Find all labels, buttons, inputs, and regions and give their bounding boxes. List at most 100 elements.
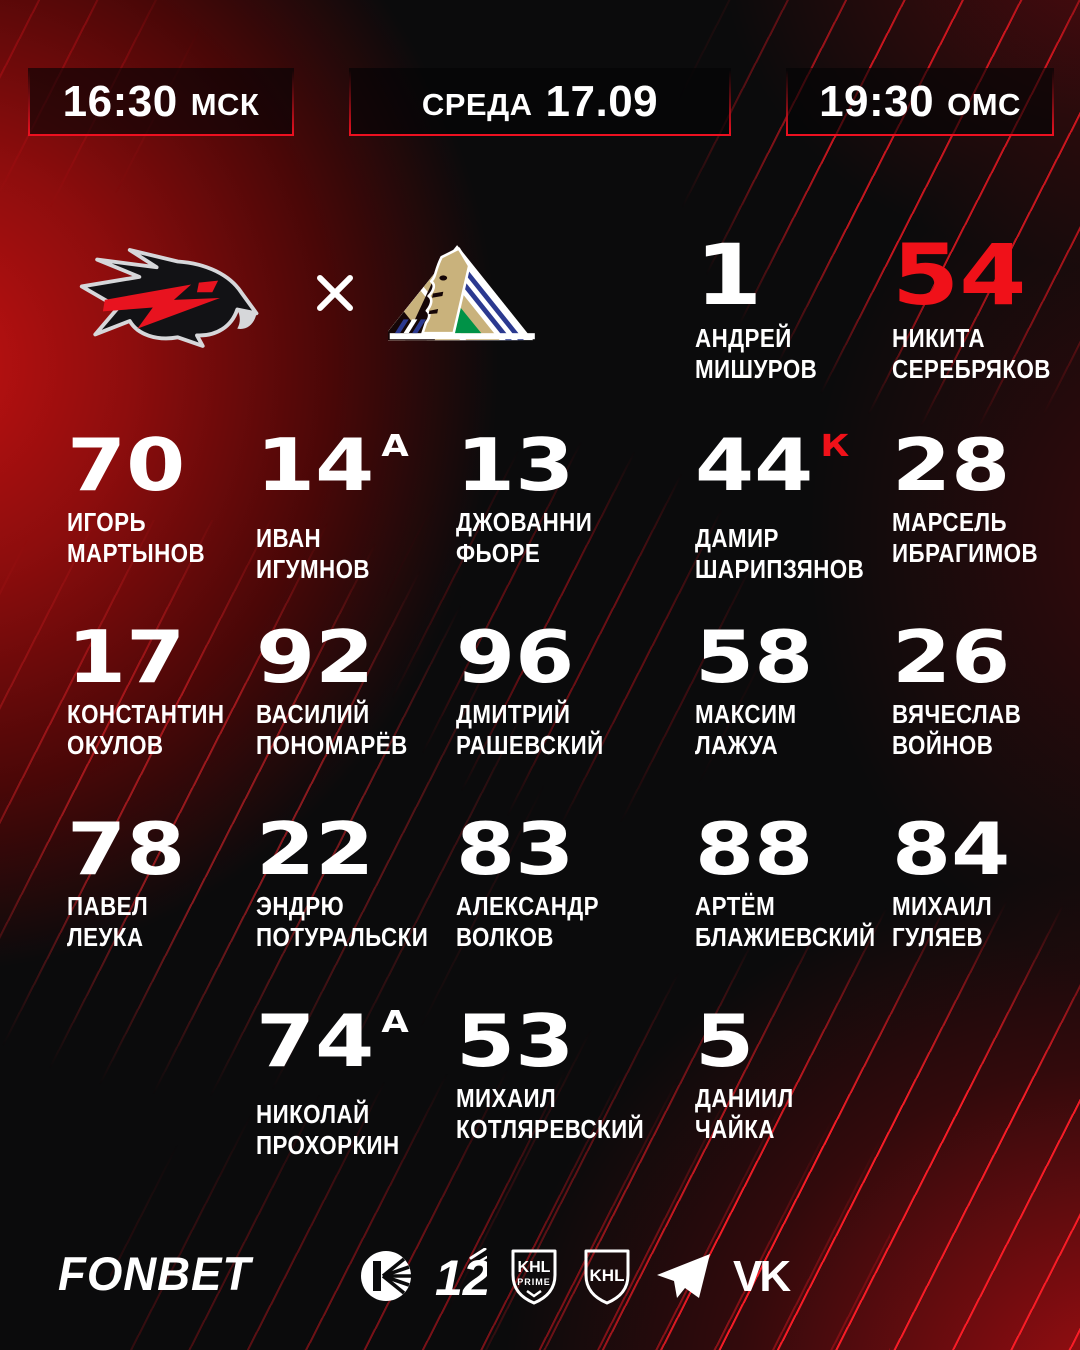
player-name-line: ЛАЖУА [695,730,779,761]
player-name: КОНСТАНТИН ОКУЛОВ [67,699,230,761]
player-name-line: ВЯЧЕСЛАВ [892,699,1022,729]
player-name-line: МАРТЫНОВ [67,538,206,569]
player-card: 58 МАКСИМ ЛАЖУА [695,621,892,813]
player-name-line: АЛЕКСАНДР [456,891,599,921]
msk-time: 16:30 [62,77,178,126]
player-number: 53 [456,999,575,1083]
salavat-yulaev-logo [388,245,535,341]
goalie-card: 54 НИКИТА СЕРЕБРЯКОВ [892,233,1077,385]
khl-tv-icon [361,1251,411,1301]
player-letter-badge: А [381,1005,409,1040]
player-name-line: ЭНДРЮ [256,891,345,921]
player-name-line: ЛЕУКА [67,922,144,953]
player-card: 17 КОНСТАНТИН ОКУЛОВ [67,621,256,813]
player-number: 17 [67,615,186,699]
player-card: 84 МИХАИЛ ГУЛЯЕВ [892,813,1080,1005]
player-name: НИКИТА СЕРЕБРЯКОВ [892,323,1051,385]
date: 17.09 [545,77,659,126]
player-name-line: ИВАН [256,523,322,553]
player-name-line: КОНСТАНТИН [67,699,225,729]
player-name-line: ПОНОМАРЁВ [256,730,408,761]
player-name-line: ЧАЙКА [695,1114,775,1145]
goalie-card: 1 АНДРЕЙ МИШУРОВ [695,233,837,385]
player-name: АЛЕКСАНДР ВОЛКОВ [456,891,662,953]
fonbet-logo: FONBET [58,1247,252,1300]
player-number: 78 [67,807,186,891]
msk-zone: МСК [190,86,260,122]
player-name: АНДРЕЙ МИШУРОВ [695,323,817,385]
player-number: 54 [892,226,1027,324]
player-name: ИВАН ИГУМНОВ [256,523,428,585]
skaters-grid: 70 ИГОРЬ МАРТЫНОВ 14 А ИВАН ИГУМНОВ 13 ДЖОВАННИ Ф… [67,429,1080,1197]
player-number: 28 [892,423,1011,507]
player-number: 88 [695,807,814,891]
player-name-line: ВОЛКОВ [456,922,554,953]
player-card: 22 ЭНДРЮ ПОТУРАЛЬСКИ [256,813,456,1005]
player-name-line: ИГОРЬ [67,507,146,537]
svg-text:KHL: KHL [590,1266,625,1285]
topbar: 16:30 МСК СРЕДА 17.09 19:30 ОМС [28,68,1054,136]
player-name: МАКСИМ ЛАЖУА [695,699,864,761]
player-name-line: РАШЕВСКИЙ [456,730,604,761]
player-name: МАРСЕЛЬ ИБРАГИМОВ [892,507,1054,569]
svg-text:12: 12 [435,1250,487,1304]
player-name-line: ВАСИЛИЙ [256,699,370,729]
player-name: АРТЁМ БЛАЖИЕВСКИЙ [695,891,876,953]
player-name: ПАВЕЛ ЛЕУКА [67,891,230,953]
player-name: НИКОЛАЙ ПРОХОРКИН [256,1099,428,1161]
player-name-line: ИГУМНОВ [256,554,370,585]
player-card: 14 А ИВАН ИГУМНОВ [256,429,456,621]
player-name-line: НИКИТА [892,323,985,353]
player-name: МИХАИЛ ГУЛЯЕВ [892,891,1054,953]
khl-prime-icon: KHL PRIME [511,1249,557,1305]
player-name: ДАНИИЛ ЧАЙКА [695,1083,864,1145]
player-name-line: ДАМИР [695,523,779,553]
player-letter-badge: А [381,429,409,464]
player-number: 22 [256,807,375,891]
player-name-line: ДАНИИЛ [695,1083,794,1113]
telegram-icon [657,1254,710,1298]
channel-12-icon: 12 [435,1248,487,1304]
player-number: 44 К [695,429,849,517]
player-name: ДЖОВАННИ ФЬОРЕ [456,507,662,569]
player-number: 70 [67,423,186,507]
player-card: 78 ПАВЕЛ ЛЕУКА [67,813,256,1005]
player-name: ДМИТРИЙ РАШЕВСКИЙ [456,699,662,761]
player-number: 14 А [256,429,409,517]
player-name-line: АНДРЕЙ [695,323,792,353]
player-number: 96 [456,615,575,699]
player-card: 26 ВЯЧЕСЛАВ ВОЙНОВ [892,621,1080,813]
player-card: 53 МИХАИЛ КОТЛЯРЕВСКИЙ [456,1005,695,1197]
avangard-hawk-logo [79,248,259,348]
player-name-line: ПРОХОРКИН [256,1130,400,1161]
player-name-line: БЛАЖИЕВСКИЙ [695,922,876,953]
player-card: 88 АРТЁМ БЛАЖИЕВСКИЙ [695,813,892,1005]
player-name-line: ПАВЕЛ [67,891,149,921]
player-name-line: МАКСИМ [695,699,797,729]
player-card: 28 МАРСЕЛЬ ИБРАГИМОВ [892,429,1080,621]
player-card: 83 АЛЕКСАНДР ВОЛКОВ [456,813,695,1005]
player-number: 1 [695,226,763,324]
player-number: 84 [892,807,1011,891]
player-name-line: ДЖОВАННИ [456,507,593,537]
player-name: ИГОРЬ МАРТЫНОВ [67,507,230,569]
social-icons-row: 12 KHL PRIME KHL VK [358,1246,799,1306]
player-letter-badge: К [820,429,850,464]
player-name-line: ДМИТРИЙ [456,699,571,729]
player-name-line: ШАРИПЗЯНОВ [695,554,865,585]
weekday: СРЕДА [421,86,533,122]
player-card: 96 ДМИТРИЙ РАШЕВСКИЙ [456,621,695,813]
player-name-line: НИКОЛАЙ [256,1099,370,1129]
player-name-line: КОТЛЯРЕВСКИЙ [456,1114,645,1145]
khl-icon: KHL [584,1249,630,1305]
svg-text:KHL: KHL [518,1259,551,1276]
date-box: СРЕДА 17.09 [349,68,731,136]
player-name-line: ВОЙНОВ [892,730,994,761]
svg-text:VK: VK [733,1253,791,1299]
versus-separator [317,275,353,311]
player-name: МИХАИЛ КОТЛЯРЕВСКИЙ [456,1083,662,1145]
player-number: 83 [456,807,575,891]
player-name-line: МИХАИЛ [892,891,993,921]
player-name-line: МИХАИЛ [456,1083,557,1113]
